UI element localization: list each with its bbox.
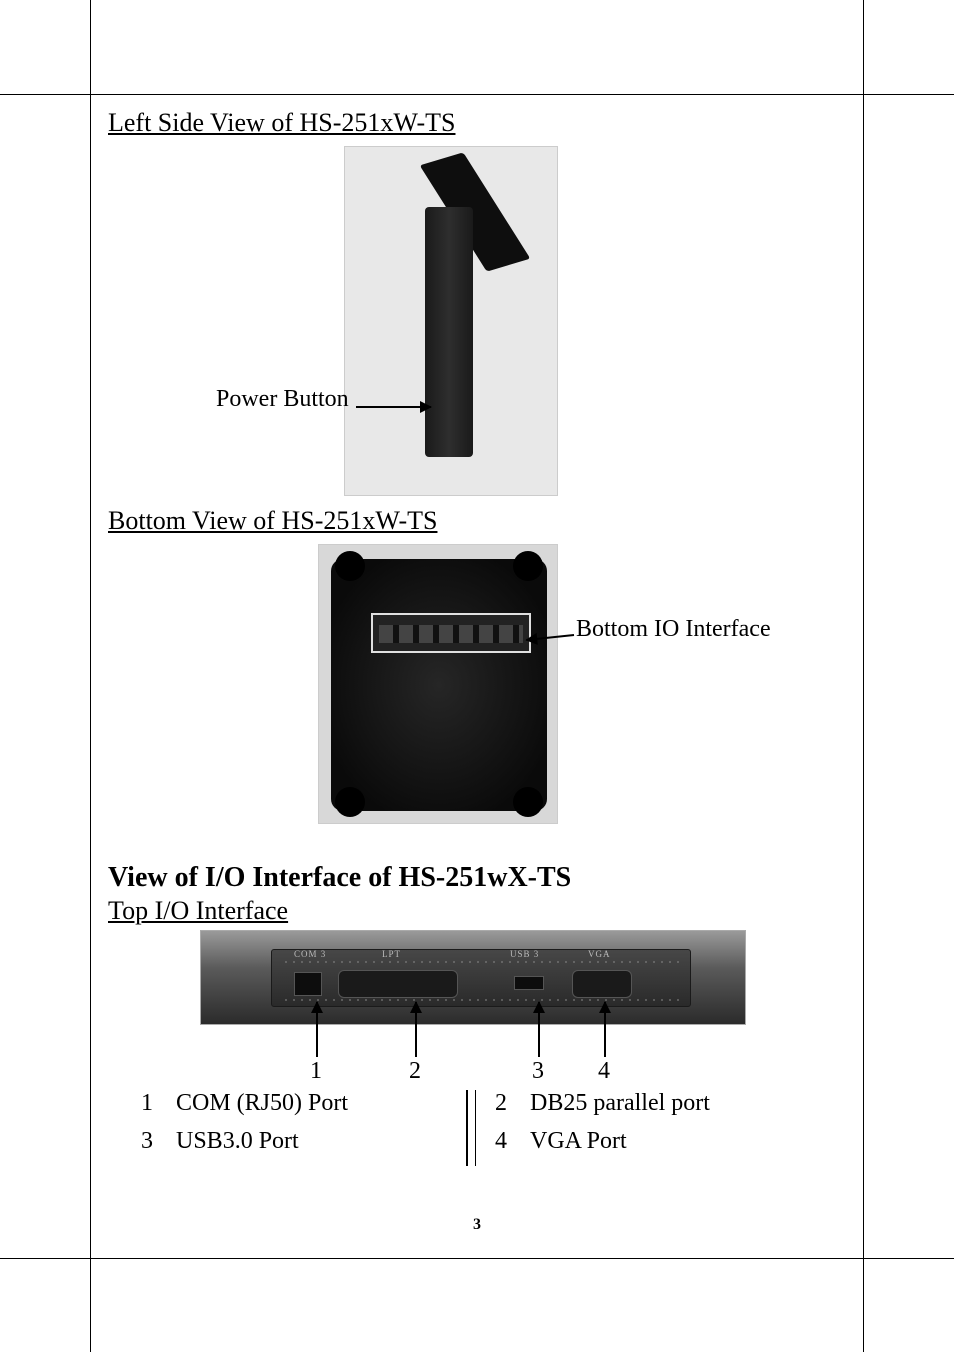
port-num: 1	[128, 1090, 166, 1117]
figure-bottom-view: Bottom IO Interface	[108, 544, 848, 844]
port-legend-table: 1COM (RJ50) Port 2DB25 parallel port 3USB3…	[128, 1090, 828, 1166]
panel-label-usb: USB 3	[510, 949, 539, 959]
io-interface-title: View of I/O Interface of HS-251wX-TS	[108, 862, 848, 894]
header-rule	[0, 94, 954, 95]
io-arrow-number-3: 3	[532, 1058, 544, 1085]
table-divider	[466, 1090, 476, 1166]
port-num: 3	[128, 1128, 166, 1155]
power-button-arrow	[356, 406, 431, 408]
power-button-label: Power Button	[216, 386, 349, 413]
io-arrow-2	[415, 1002, 417, 1057]
device-foot	[335, 787, 365, 817]
device-foot	[513, 551, 543, 581]
port-name: COM (RJ50) Port	[166, 1090, 442, 1117]
port-name: VGA Port	[520, 1128, 627, 1155]
port-name: DB25 parallel port	[520, 1090, 710, 1117]
left-side-view-title: Left Side View of HS-251xW-TS	[108, 108, 848, 138]
plate-dots	[282, 960, 680, 964]
port-num: 2	[482, 1090, 520, 1117]
bottom-io-label: Bottom IO Interface	[576, 616, 771, 643]
plate-dots	[282, 998, 680, 1002]
footer-rule	[0, 1258, 954, 1259]
panel-label-com: COM 3	[294, 949, 326, 959]
page-number: 3	[0, 1216, 954, 1234]
top-io-image: COM 3 LPT USB 3 VGA	[200, 930, 746, 1025]
io-arrow-1	[316, 1002, 318, 1057]
table-row: 1COM (RJ50) Port 2DB25 parallel port	[128, 1090, 828, 1128]
port-name: USB3.0 Port	[166, 1128, 442, 1155]
top-io-subtitle: Top I/O Interface	[108, 896, 848, 926]
port-db25	[338, 970, 458, 998]
table-row: 3USB3.0 Port 4VGA Port	[128, 1128, 828, 1166]
figure-left-side-view: Power Button	[108, 146, 848, 506]
bottom-view-title: Bottom View of HS-251xW-TS	[108, 506, 848, 536]
page-content: Left Side View of HS-251xW-TS Power Butt…	[108, 108, 848, 1166]
panel-label-vga: VGA	[588, 949, 611, 959]
io-arrow-number-1: 1	[310, 1058, 322, 1085]
device-bottom-image	[318, 544, 558, 824]
io-arrow-number-2: 2	[409, 1058, 421, 1085]
device-bottom-chassis	[331, 559, 547, 811]
io-arrow-4	[604, 1002, 606, 1057]
port-num: 4	[482, 1128, 520, 1155]
port-vga	[572, 970, 632, 998]
bottom-io-ports	[379, 625, 523, 643]
bottom-io-panel	[371, 613, 531, 653]
figure-top-io: COM 3 LPT USB 3 VGA 1234	[108, 930, 848, 1080]
io-arrow-number-4: 4	[598, 1058, 610, 1085]
port-usb3	[514, 976, 544, 990]
device-left-side-image	[344, 146, 558, 496]
device-foot	[335, 551, 365, 581]
device-body	[425, 207, 473, 457]
io-arrow-3	[538, 1002, 540, 1057]
port-rj50	[294, 972, 322, 996]
device-foot	[513, 787, 543, 817]
io-plate: COM 3 LPT USB 3 VGA	[271, 949, 691, 1007]
panel-label-lpt: LPT	[382, 949, 401, 959]
